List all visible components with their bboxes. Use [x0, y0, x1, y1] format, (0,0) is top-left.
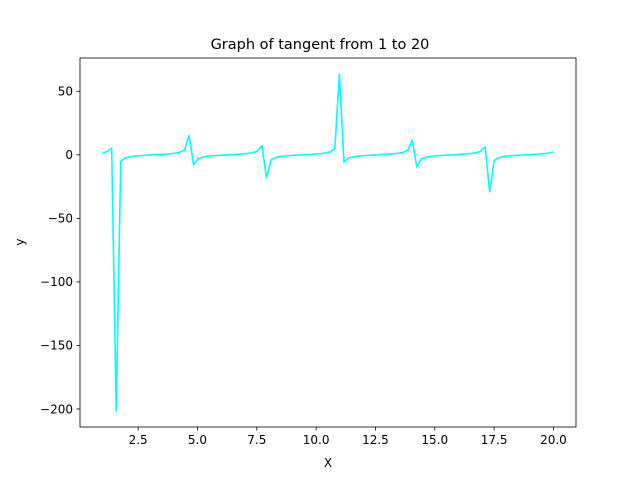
plot-area: [79, 57, 577, 428]
x-tick-label: 7.5: [247, 433, 266, 447]
x-tick-label: 15.0: [421, 433, 448, 447]
y-axis-title: y: [13, 238, 27, 245]
x-tick-label: 20.0: [540, 433, 567, 447]
x-tick-label: 10.0: [303, 433, 330, 447]
chart-title: Graph of tangent from 1 to 20: [211, 37, 430, 53]
y-tick-label: −150: [40, 339, 73, 353]
y-tick-label: 50: [58, 85, 73, 99]
series-line-0: [102, 73, 554, 412]
axis-ticks: 2.5 5.0 7.5 10.0 12.5 15.0 17.5 20.0 −200 −150 −10…: [40, 85, 567, 447]
plot-frame: [79, 57, 577, 428]
x-tick-label: 2.5: [129, 433, 148, 447]
x-tick-label: 12.5: [362, 433, 389, 447]
x-axis-title: X: [324, 456, 332, 470]
y-tick-label: −100: [40, 275, 73, 289]
x-tick-label: 17.5: [481, 433, 508, 447]
y-tick-label: 0: [65, 148, 73, 162]
x-tick-label: 5.0: [188, 433, 207, 447]
y-tick-label: −50: [48, 212, 73, 226]
y-tick-label: −200: [40, 402, 73, 416]
